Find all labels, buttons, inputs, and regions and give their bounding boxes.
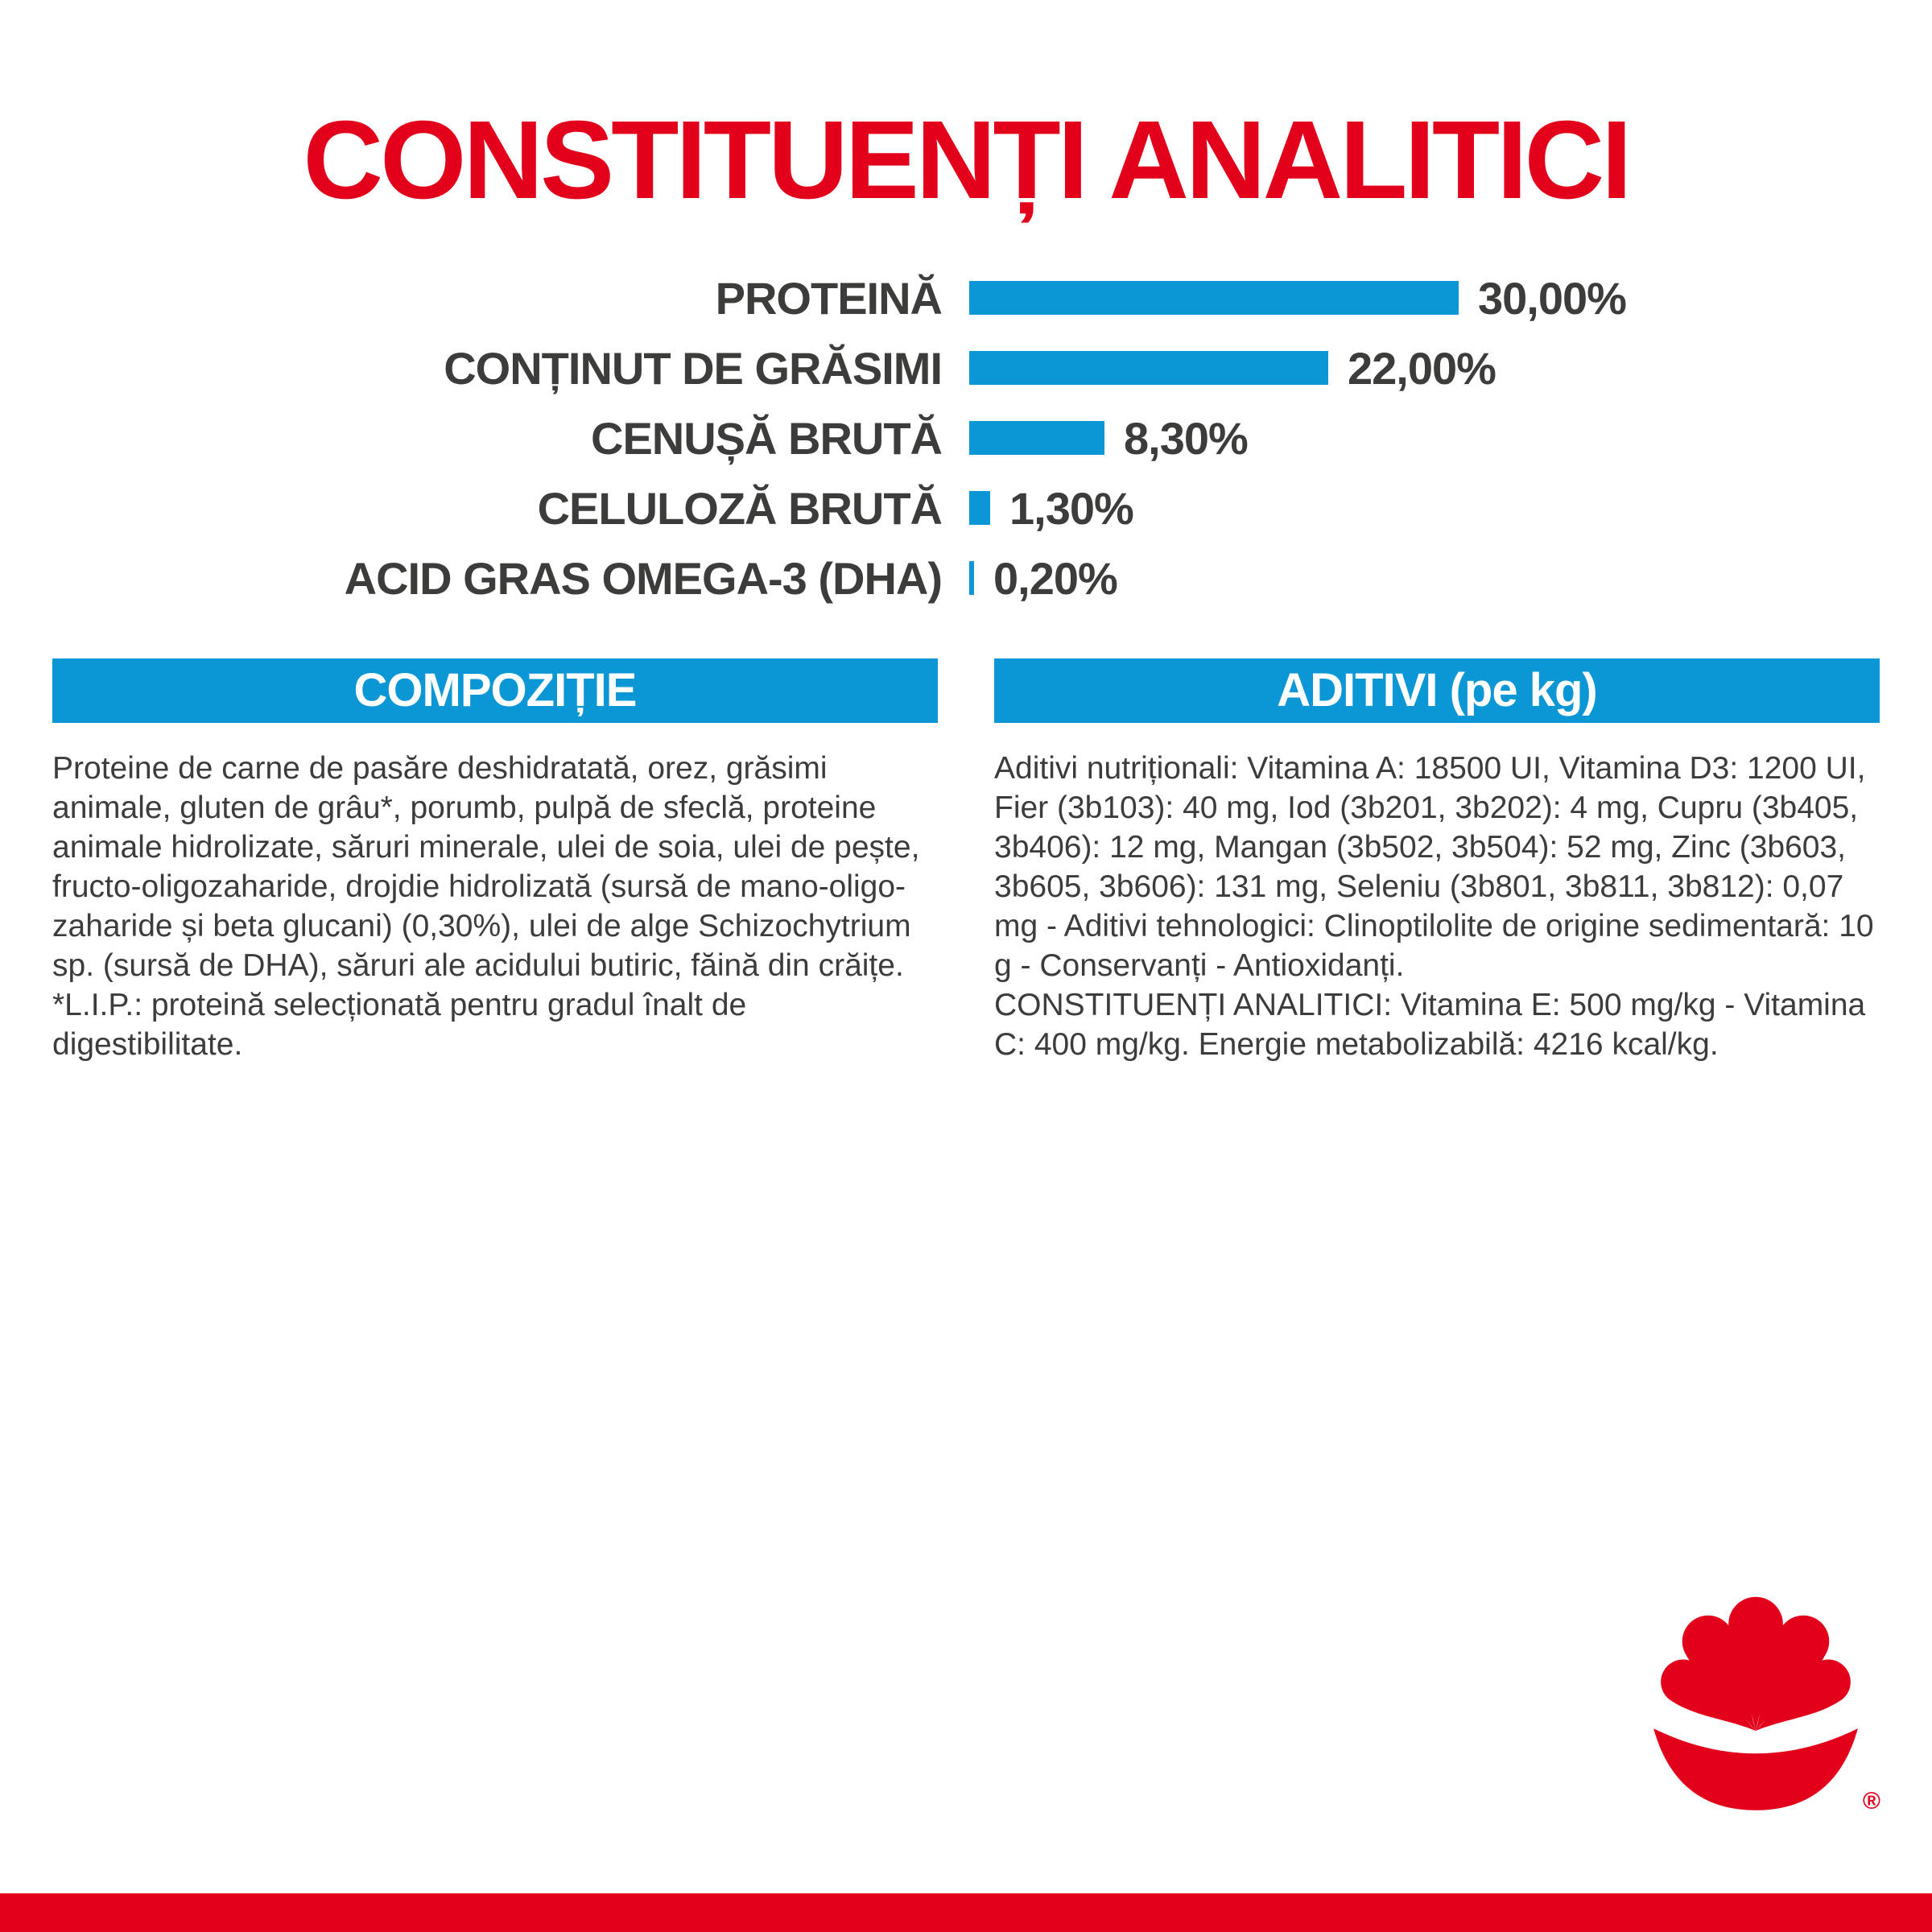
chart-value-label: 0,20% [993, 552, 1118, 604]
composition-footnote: *L.I.P.: proteină selecționată pentru gr… [52, 988, 747, 1062]
chart-category-label: PROTEINĂ [715, 272, 943, 324]
chart-category-label: CENUȘĂ BRUTĂ [591, 412, 943, 464]
chart-row: ACID GRAS OMEGA-3 (DHA) 0,20% [52, 553, 1626, 604]
chart-category-label: CONȚINUT DE GRĂSIMI [444, 342, 943, 394]
chart-bar [969, 281, 1459, 315]
chart-value-label: 1,30% [1009, 482, 1134, 534]
crown-icon [1653, 1596, 1858, 1810]
chart-value-label: 22,00% [1348, 342, 1496, 394]
chart-bar [969, 421, 1104, 455]
chart-row: CENUȘĂ BRUTĂ 8,30% [52, 413, 1626, 464]
composition-section-body: Proteine de carne de pasăre deshidratată… [52, 749, 922, 1064]
additives-text: Aditivi nutriționali: Vitamina A: 18500 … [994, 751, 1874, 983]
additives-section-body: Aditivi nutriționali: Vitamina A: 18500 … [994, 749, 1880, 1064]
composition-text: Proteine de carne de pasăre deshidratată… [52, 751, 920, 983]
composition-section-header: COMPOZIȚIE [52, 658, 938, 723]
chart-bar [969, 561, 974, 595]
royal-canin-crown-logo: ® [1642, 1517, 1880, 1818]
chart-category-label: ACID GRAS OMEGA-3 (DHA) [344, 552, 943, 604]
chart-row: PROTEINĂ 30,00% [52, 273, 1627, 324]
chart-value-label: 8,30% [1124, 412, 1249, 464]
analytical-constituents-chart: PROTEINĂ 30,00% CONȚINUT DE GRĂSIMI 22,00% C… [52, 273, 1627, 630]
chart-row: CONȚINUT DE GRĂSIMI 22,00% [52, 343, 1626, 394]
chart-category-label: CELULOZĂ BRUTĂ [537, 482, 943, 534]
additives-analytical-text: CONSTITUENȚI ANALITICI: Vitamina E: 500 … [994, 988, 1866, 1062]
chart-bar [969, 491, 990, 525]
registered-trademark-mark: ® [1862, 1787, 1880, 1814]
additives-section-header: ADITIVI (pe kg) [994, 658, 1880, 723]
page-title: CONSTITUENȚI ANALITICI [303, 98, 1632, 223]
chart-value-label: 30,00% [1478, 272, 1627, 324]
chart-row: CELULOZĂ BRUTĂ 1,30% [52, 483, 1626, 534]
bottom-red-band [0, 1893, 1932, 1932]
chart-bar [969, 351, 1328, 385]
